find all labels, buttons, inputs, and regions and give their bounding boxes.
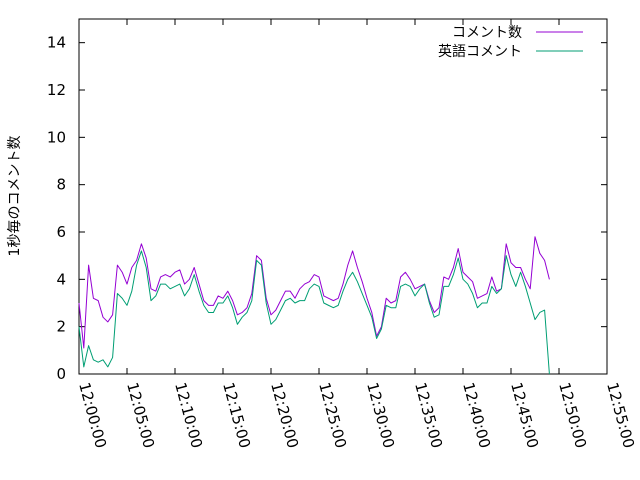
x-tick-label: 12:50:00 bbox=[555, 380, 590, 450]
x-tick-label: 12:40:00 bbox=[459, 380, 494, 450]
y-axis-ticks: 0 2 4 6 8 10 12 14 bbox=[47, 34, 607, 383]
y-tick-label: 6 bbox=[56, 223, 66, 241]
series-line-2 bbox=[78, 250, 550, 375]
series-line-1 bbox=[78, 236, 550, 349]
y-tick-label: 10 bbox=[47, 128, 66, 146]
x-tick-label: 12:30:00 bbox=[363, 380, 398, 450]
y-tick-label: 2 bbox=[56, 318, 66, 336]
x-tick-label: 12:55:00 bbox=[603, 380, 638, 450]
x-tick-label: 12:15:00 bbox=[219, 380, 254, 450]
x-tick-label: 12:25:00 bbox=[315, 380, 350, 450]
x-tick-label: 12:35:00 bbox=[411, 380, 446, 450]
x-axis-ticks: 12:00:00 12:05:00 12:10:00 12:15:00 12:20:00… bbox=[75, 19, 638, 450]
y-tick-label: 8 bbox=[56, 176, 66, 194]
y-axis-label: 1秒毎のコメント数 bbox=[7, 136, 23, 257]
y-tick-label: 0 bbox=[56, 365, 66, 383]
legend-label: 英語コメント bbox=[438, 43, 522, 60]
x-tick-label: 12:00:00 bbox=[75, 380, 110, 450]
x-tick-label: 12:10:00 bbox=[171, 380, 206, 450]
y-tick-label: 14 bbox=[47, 34, 66, 52]
series-lines bbox=[78, 236, 550, 375]
y-tick-label: 4 bbox=[56, 270, 66, 288]
x-tick-label: 12:05:00 bbox=[123, 380, 158, 450]
plot-frame bbox=[78, 18, 608, 375]
legend-label: コメント数 bbox=[452, 25, 522, 41]
x-tick-label: 12:45:00 bbox=[507, 380, 542, 450]
y-tick-label: 12 bbox=[47, 81, 66, 99]
x-tick-label: 12:20:00 bbox=[267, 380, 302, 450]
